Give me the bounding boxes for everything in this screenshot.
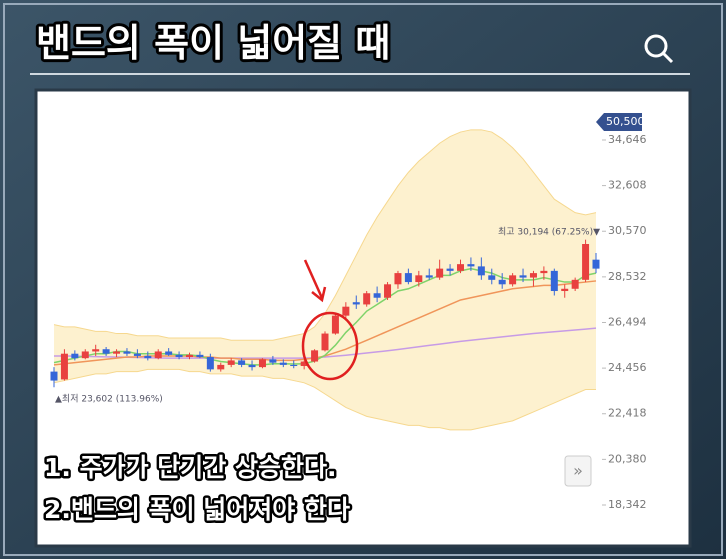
candle-body <box>258 359 266 368</box>
candle-body <box>311 350 319 362</box>
scroll-button[interactable] <box>564 455 592 487</box>
candle-body <box>165 351 173 355</box>
candle-body <box>571 279 579 289</box>
candle-body <box>342 306 350 316</box>
scroll-icon: » <box>573 461 583 480</box>
candle-body <box>227 360 235 365</box>
candle-body <box>123 351 131 354</box>
candle-body <box>384 284 392 298</box>
candle-body <box>498 279 506 285</box>
candle-body <box>238 360 246 365</box>
candle-body <box>519 275 527 278</box>
candle-body <box>196 354 204 358</box>
candle-body <box>102 349 110 354</box>
candle-body <box>477 266 485 276</box>
candle-body <box>446 268 454 271</box>
note-line: 1. 주가가 단기간 상승한다. <box>44 453 337 482</box>
low-label: ▲최저 23,602 (113.96%) <box>55 394 163 405</box>
search-icon[interactable] <box>644 34 674 64</box>
candle-body <box>321 333 329 351</box>
candle-body <box>81 351 89 359</box>
highlight-arrow <box>303 259 327 303</box>
candle-body <box>133 353 141 356</box>
band-lower <box>53 368 596 431</box>
candle-body <box>550 270 558 292</box>
candle-body <box>50 371 58 381</box>
candle-body <box>154 351 162 359</box>
candle-body <box>404 273 412 283</box>
candle-body <box>175 354 183 358</box>
candle-body <box>436 268 444 278</box>
highlight-circle <box>301 311 359 381</box>
y-tick-label: 24,456 <box>608 361 647 374</box>
candle-body <box>415 275 423 283</box>
candle-body <box>331 315 339 334</box>
y-tick-label: 26,494 <box>608 315 647 328</box>
candle-body <box>457 264 464 271</box>
y-tick-label: 30,570 <box>608 224 647 237</box>
ma-line <box>53 267 597 366</box>
candle-body <box>60 353 68 380</box>
y-tick-label: 34,646 <box>608 133 647 146</box>
high-label: 최고 30,194 (67.25%)▼ <box>498 227 600 238</box>
candle-body <box>425 275 433 278</box>
candle-body <box>269 359 277 363</box>
candle-body <box>113 351 121 354</box>
plot: 18,342 20,380 22,418 24,456 26,494 28,532 30,5… <box>50 113 647 511</box>
candle-body <box>290 364 298 367</box>
y-tick-label: 32,608 <box>608 179 647 192</box>
price-tag-box <box>596 113 642 131</box>
note-line: 2.밴드의 폭이 넓어져야 한다 <box>44 495 350 524</box>
candle-body <box>509 275 517 285</box>
candle-body <box>561 288 569 292</box>
candle-body <box>592 259 600 269</box>
frame <box>3 3 723 556</box>
candle-body <box>488 275 496 280</box>
y-tick-label: 20,380 <box>608 452 647 465</box>
candle-body <box>71 353 79 359</box>
y-tick-label: 28,532 <box>608 270 647 283</box>
candle-body <box>582 244 590 280</box>
candle-body <box>186 354 193 358</box>
candle-body <box>363 293 371 305</box>
candle-body <box>217 364 225 370</box>
candle-body <box>467 264 475 267</box>
candle-body <box>248 364 256 368</box>
y-tick-label: 22,418 <box>608 407 647 420</box>
candle-body <box>394 273 402 285</box>
candle-body <box>352 302 360 305</box>
price-tag: 50,500 <box>606 115 645 128</box>
candle-body <box>279 362 287 365</box>
candle-body <box>206 357 214 370</box>
candle-body <box>540 270 548 274</box>
candle-body <box>92 349 100 352</box>
y-tick-label: 18,342 <box>608 498 647 511</box>
page-title: 밴드의 폭이 넓어질 때 <box>36 21 390 65</box>
candle-body <box>529 273 537 278</box>
candle-body <box>300 361 308 367</box>
candle-body <box>144 355 152 359</box>
candle-body <box>373 293 381 298</box>
